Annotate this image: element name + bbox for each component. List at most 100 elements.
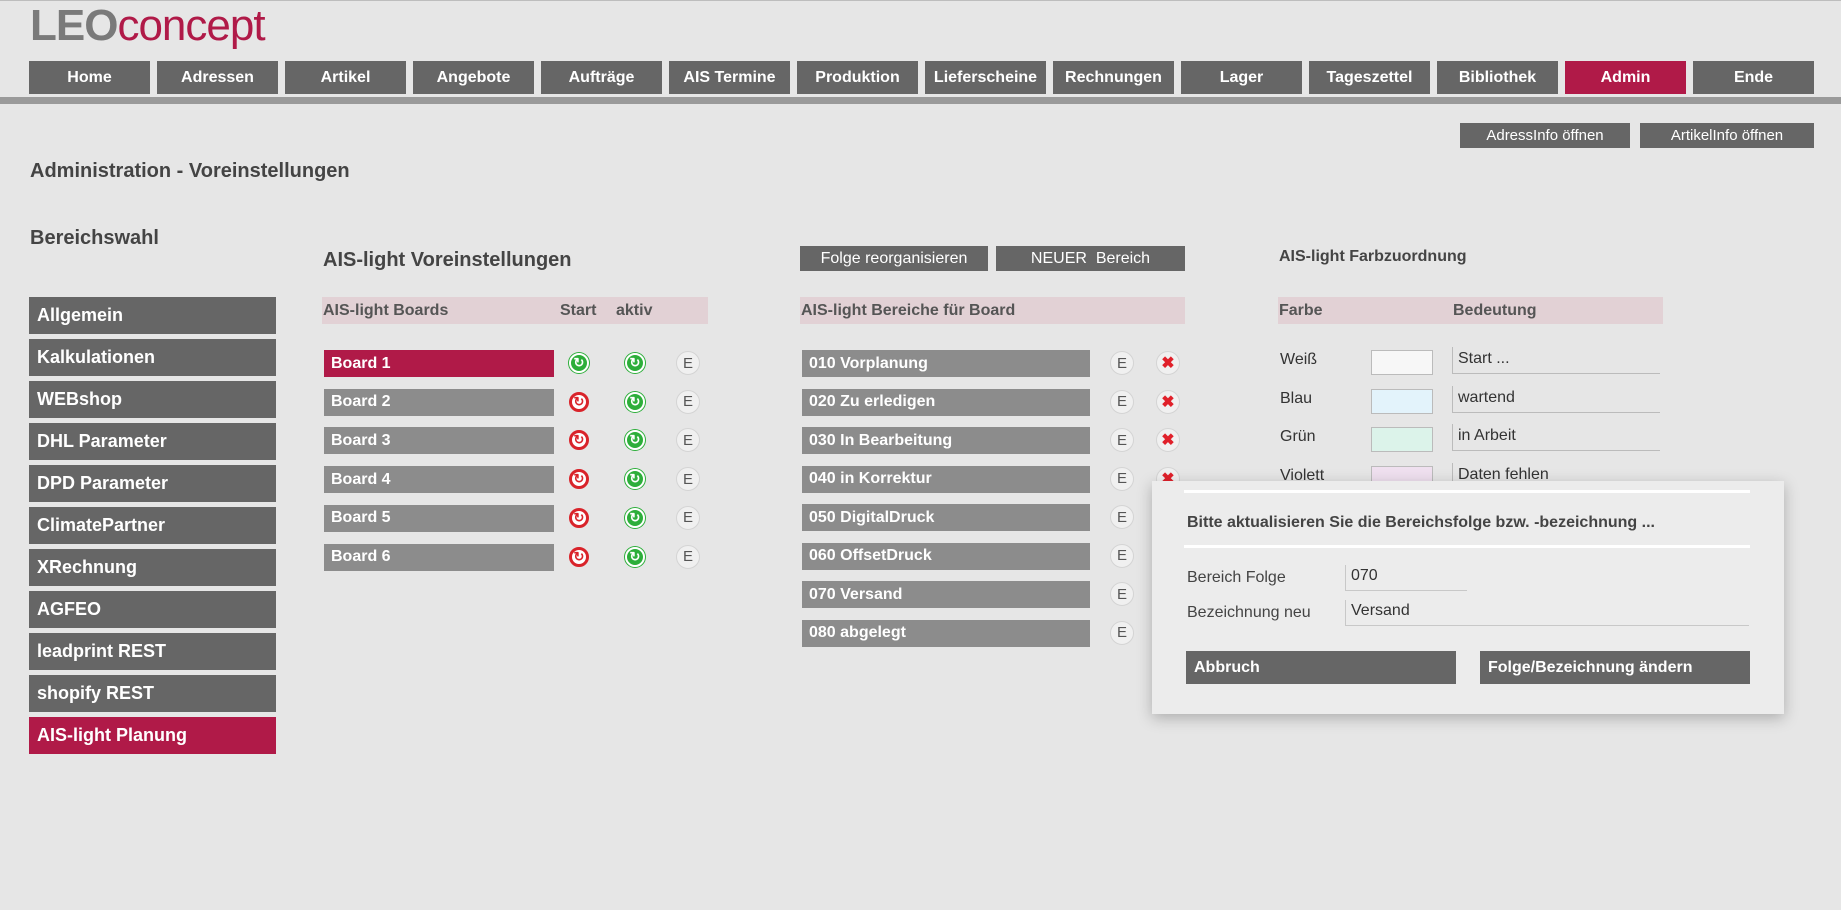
board-name-button[interactable]: Board 6 <box>324 543 554 571</box>
areas-header-label: AIS-light Bereiche für Board <box>801 302 1016 319</box>
boards-header-name: AIS-light Boards <box>323 302 449 319</box>
area-edit-button[interactable]: E <box>1110 466 1134 491</box>
start-off-icon[interactable]: ↻ <box>569 430 589 451</box>
nav-ais-termine[interactable]: AIS Termine <box>669 61 790 94</box>
aktiv-on-icon[interactable]: ↻ <box>625 353 645 373</box>
nav-rechnungen[interactable]: Rechnungen <box>1053 61 1174 94</box>
nav-lieferscheine[interactable]: Lieferscheine <box>925 61 1046 94</box>
color-name-label: Grün <box>1280 428 1316 445</box>
area-name-button[interactable]: 050 DigitalDruck <box>802 504 1090 531</box>
area-name-button[interactable]: 080 abgelegt <box>802 619 1090 647</box>
board-edit-button[interactable]: E <box>676 351 700 375</box>
page-title: Administration - Voreinstellungen <box>30 160 350 182</box>
area-name-button[interactable]: 010 Vorplanung <box>802 350 1090 377</box>
nav-adressen[interactable]: Adressen <box>157 61 278 94</box>
area-edit-button[interactable]: E <box>1110 543 1134 568</box>
board-row: Board 1 ↻ ↻ E <box>324 350 704 377</box>
area-edit-button[interactable]: E <box>1110 428 1134 452</box>
start-off-icon[interactable]: ↻ <box>569 391 589 412</box>
nav-auftraege[interactable]: Aufträge <box>541 61 662 94</box>
board-row: Board 3 ↻ ↻ E <box>324 427 704 455</box>
dialog-rule-bottom <box>1184 545 1750 548</box>
start-off-icon[interactable]: ↻ <box>569 469 589 490</box>
nav-admin[interactable]: Admin <box>1565 61 1686 94</box>
sidebar-item-leadprint-rest[interactable]: leadprint REST <box>29 633 276 670</box>
new-area-button[interactable]: NEUER Bereich <box>996 246 1185 271</box>
cancel-button[interactable]: Abbruch <box>1186 651 1456 684</box>
boards-title: AIS-light Voreinstellungen <box>323 249 572 271</box>
sidebar-item-kalkulationen[interactable]: Kalkulationen <box>29 339 276 376</box>
color-name-label: Violett <box>1280 466 1325 484</box>
color-meaning-field[interactable]: Start ... <box>1452 347 1660 374</box>
area-name-button[interactable]: 040 in Korrektur <box>802 465 1090 493</box>
app-logo[interactable]: LEOconcept <box>30 4 266 48</box>
board-row: Board 6 ↻ ↻ E <box>324 543 704 571</box>
color-swatch[interactable] <box>1371 388 1433 414</box>
board-name-button[interactable]: Board 5 <box>324 504 554 532</box>
nav-lager[interactable]: Lager <box>1181 61 1302 94</box>
board-name-button[interactable]: Board 4 <box>324 466 554 494</box>
area-name-button[interactable]: 060 OffsetDruck <box>802 542 1090 570</box>
sidebar-item-dpd-parameter[interactable]: DPD Parameter <box>29 465 276 502</box>
area-edit-button[interactable]: E <box>1110 620 1134 645</box>
aktiv-on-icon[interactable]: ↻ <box>625 430 645 451</box>
sidebar-item-xrechnung[interactable]: XRechnung <box>29 549 276 586</box>
area-edit-button[interactable]: E <box>1110 505 1134 529</box>
sidebar-item-dhl-parameter[interactable]: DHL Parameter <box>29 423 276 460</box>
aktiv-on-icon[interactable]: ↻ <box>625 507 645 528</box>
nav-angebote[interactable]: Angebote <box>413 61 534 94</box>
color-name-label: Weiß <box>1280 351 1318 368</box>
start-off-icon[interactable]: ↻ <box>569 507 589 528</box>
board-name-button[interactable]: Board 2 <box>324 388 554 416</box>
boards-header-aktiv: aktiv <box>616 302 653 319</box>
artikelinfo-button[interactable]: ArtikelInfo öffnen <box>1640 123 1814 148</box>
area-edit-button[interactable]: E <box>1110 582 1134 606</box>
colors-header: Farbe Bedeutung <box>1278 297 1663 324</box>
nav-artikel[interactable]: Artikel <box>285 61 406 94</box>
nav-bibliothek[interactable]: Bibliothek <box>1437 61 1558 94</box>
adressinfo-button[interactable]: AdressInfo öffnen <box>1460 123 1630 148</box>
board-edit-button[interactable]: E <box>676 544 700 569</box>
start-off-icon[interactable]: ↻ <box>569 546 589 567</box>
board-edit-button[interactable]: E <box>676 428 700 453</box>
sidebar-item-ais-light-planung[interactable]: AIS-light Planung <box>29 717 276 754</box>
sidebar-item-webshop[interactable]: WEBshop <box>29 381 276 418</box>
area-edit-button[interactable]: E <box>1110 389 1134 414</box>
folge-input[interactable]: 070 <box>1345 565 1467 591</box>
nav-ende[interactable]: Ende <box>1693 61 1814 94</box>
section-label: Bereichswahl <box>30 227 159 249</box>
nav-home[interactable]: Home <box>29 61 150 94</box>
aktiv-on-icon[interactable]: ↻ <box>625 391 645 412</box>
bezeichnung-input[interactable]: Versand <box>1345 600 1749 626</box>
reorganize-button[interactable]: Folge reorganisieren <box>800 246 988 271</box>
area-name-button[interactable]: 030 In Bearbeitung <box>802 427 1090 454</box>
board-name-button[interactable]: Board 3 <box>324 427 554 455</box>
color-swatch[interactable] <box>1371 350 1433 375</box>
change-sequence-button[interactable]: Folge/Bezeichnung ändern <box>1480 651 1750 684</box>
delete-icon[interactable]: ✖ <box>1156 428 1180 452</box>
start-on-icon[interactable]: ↻ <box>569 353 589 373</box>
area-name-button[interactable]: 070 Versand <box>802 581 1090 608</box>
color-meaning-field[interactable]: in Arbeit <box>1452 424 1660 451</box>
nav-tageszettel[interactable]: Tageszettel <box>1309 61 1430 94</box>
nav-produktion[interactable]: Produktion <box>797 61 918 94</box>
sidebar-item-climatepartner[interactable]: ClimatePartner <box>29 507 276 544</box>
delete-icon[interactable]: ✖ <box>1156 351 1180 375</box>
boards-header: AIS-light Boards Start aktiv <box>322 297 708 324</box>
aktiv-on-icon[interactable]: ↻ <box>625 546 645 567</box>
area-name-button[interactable]: 020 Zu erledigen <box>802 388 1090 416</box>
area-edit-button[interactable]: E <box>1110 351 1134 375</box>
color-swatch[interactable] <box>1371 427 1433 452</box>
sidebar-item-shopify-rest[interactable]: shopify REST <box>29 675 276 712</box>
color-meaning-field[interactable]: wartend <box>1452 385 1660 413</box>
board-name-button[interactable]: Board 1 <box>324 350 554 377</box>
aktiv-on-icon[interactable]: ↻ <box>625 469 645 490</box>
board-row: Board 5 ↻ ↻ E <box>324 504 704 532</box>
delete-icon[interactable]: ✖ <box>1156 389 1180 414</box>
sidebar-item-agfeo[interactable]: AGFEO <box>29 591 276 628</box>
main-navigation: Home Adressen Artikel Angebote Aufträge … <box>29 61 1814 94</box>
board-edit-button[interactable]: E <box>676 505 700 530</box>
board-edit-button[interactable]: E <box>676 467 700 492</box>
board-edit-button[interactable]: E <box>676 389 700 414</box>
sidebar-item-allgemein[interactable]: Allgemein <box>29 297 276 334</box>
